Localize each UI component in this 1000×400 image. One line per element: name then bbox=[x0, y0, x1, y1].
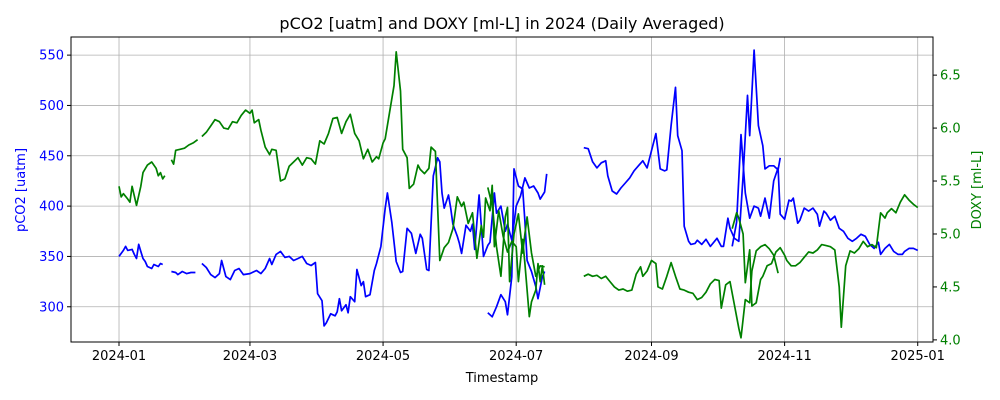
y-left-tick-label: 500 bbox=[39, 99, 64, 114]
y-right-tick-label: 4.0 bbox=[940, 333, 961, 348]
y-left-tick-label: 550 bbox=[39, 49, 64, 64]
x-tick-label: 2024-11 bbox=[757, 349, 811, 364]
y-left-tick-label: 400 bbox=[39, 200, 64, 215]
series-layer bbox=[118, 49, 919, 339]
y-left-tick-label: 450 bbox=[39, 149, 64, 164]
pco2-series-line bbox=[118, 243, 164, 270]
pco2-series-line bbox=[731, 133, 919, 256]
y-right-tick-label: 6.5 bbox=[940, 69, 961, 84]
y-axis-label-left: pCO2 [uatm] bbox=[14, 148, 29, 232]
pco2-series-line bbox=[583, 49, 782, 248]
y-right-tick-label: 4.5 bbox=[940, 280, 961, 295]
doxy-series-line bbox=[201, 50, 546, 318]
plot-frame bbox=[70, 36, 934, 343]
x-tick-label: 2024-05 bbox=[356, 349, 410, 364]
x-tick-label: 2024-01 bbox=[92, 349, 146, 364]
pco2-series-line bbox=[201, 156, 548, 327]
x-tick-label: 2025-01 bbox=[891, 349, 945, 364]
doxy-series-line bbox=[583, 243, 779, 339]
y-axis-label-right: DOXY [ml-L] bbox=[970, 151, 985, 230]
y-left-tick-label: 300 bbox=[39, 300, 64, 315]
y-left-tick-label: 350 bbox=[39, 250, 64, 265]
x-tick-label: 2024-07 bbox=[489, 349, 543, 364]
doxy-series-line bbox=[118, 161, 166, 207]
x-axis-label: Timestamp bbox=[465, 371, 539, 386]
x-tick-label: 2024-09 bbox=[624, 349, 678, 364]
chart-title: pCO2 [uatm] and DOXY [ml-L] in 2024 (Dai… bbox=[279, 14, 724, 33]
doxy-series-line bbox=[170, 139, 199, 165]
axes: 2024-01 2024-03 2024-05 2024-07 2024-09 2024-… bbox=[39, 49, 961, 364]
x-tick-label: 2024-03 bbox=[223, 349, 277, 364]
pco2-series-line bbox=[487, 168, 546, 318]
y-right-tick-label: 5.5 bbox=[940, 175, 961, 190]
doxy-series-line bbox=[486, 187, 545, 283]
doxy-series-line bbox=[731, 193, 919, 329]
y-right-tick-label: 5.0 bbox=[940, 227, 961, 242]
pco2-series-line bbox=[171, 270, 196, 276]
y-right-tick-label: 6.0 bbox=[940, 122, 961, 137]
